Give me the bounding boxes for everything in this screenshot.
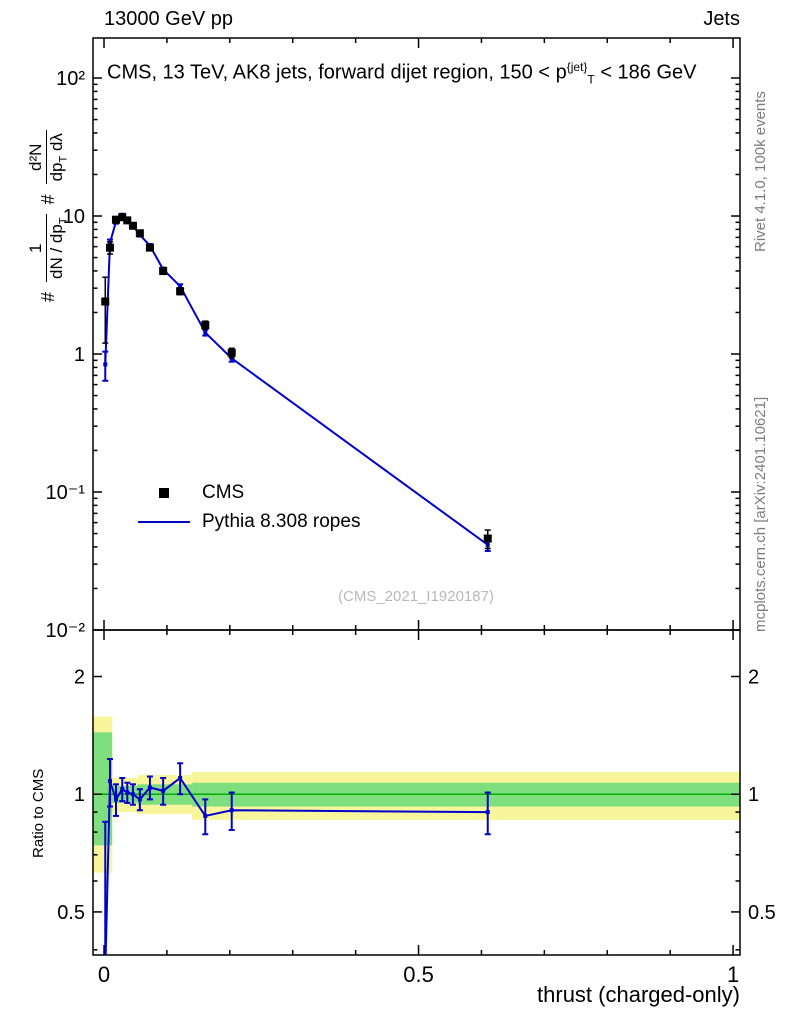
legend-item-pythia: Pythia 8.308 ropes	[136, 507, 360, 536]
cms-series-main	[101, 213, 492, 550]
svg-text:2: 2	[748, 667, 759, 689]
legend-item-cms: CMS	[136, 478, 360, 507]
svg-text:0.5: 0.5	[403, 962, 434, 987]
svg-text:1: 1	[74, 344, 85, 366]
pt-superscript: {jet}	[566, 60, 588, 74]
ylabel-fraction-1: 1 dN / dpT	[26, 214, 70, 282]
ylabel-hash-1: #	[37, 291, 58, 302]
header-beam-energy: 13000 GeV pp	[104, 8, 233, 30]
header-analysis-group: Jets	[703, 8, 740, 30]
svg-text:10²: 10²	[56, 68, 85, 90]
main-y-axis-label: # 1 dN / dpT # d²N dpT dλ	[6, 32, 90, 302]
cms-square-marker-icon	[159, 487, 169, 498]
plot-title: CMS, 13 TeV, AK8 jets, forward dijet reg…	[107, 60, 697, 87]
svg-text:2: 2	[74, 667, 85, 689]
svg-text:10⁻²: 10⁻²	[46, 620, 86, 642]
x-axis-title: thrust (charged-only)	[537, 982, 740, 1007]
svg-text:1: 1	[74, 784, 85, 806]
legend-label-cms: CMS	[202, 481, 245, 503]
main-frame	[92, 37, 741, 631]
rivet-version-text: Rivet 4.1.0, 100k events	[752, 91, 769, 252]
legend: CMS Pythia 8.308 ropes	[136, 478, 360, 536]
ylabel-hash-2: #	[37, 194, 58, 205]
ratio-frame	[92, 629, 741, 956]
svg-text:0.5: 0.5	[748, 902, 776, 924]
ratio-y-axis-label: Ratio to CMS	[30, 768, 47, 858]
svg-text:0.5: 0.5	[57, 902, 85, 924]
ylabel-fraction-2: d²N dpT dλ	[26, 130, 70, 185]
svg-text:10: 10	[63, 206, 85, 228]
svg-text:1: 1	[748, 784, 759, 806]
svg-text:0: 0	[98, 962, 110, 987]
tick-labels: 10⁻² 10⁻¹ 1 10 10² 0.5 0.5 1 1 2 2 0 0.5 1	[46, 68, 776, 987]
svg-text:10⁻¹: 10⁻¹	[46, 482, 86, 504]
analysis-id-watermark: (CMS_2021_I1920187)	[338, 588, 494, 605]
legend-label-pythia: Pythia 8.308 ropes	[202, 510, 361, 532]
mcplots-arxiv-text: mcplots.cern.ch [arXiv:2401.10621]	[752, 396, 769, 632]
pythia-ratio-series	[102, 758, 491, 955]
pt-subscript: T	[587, 72, 595, 87]
svg-text:1: 1	[727, 962, 739, 987]
pythia-line-icon	[138, 520, 190, 523]
